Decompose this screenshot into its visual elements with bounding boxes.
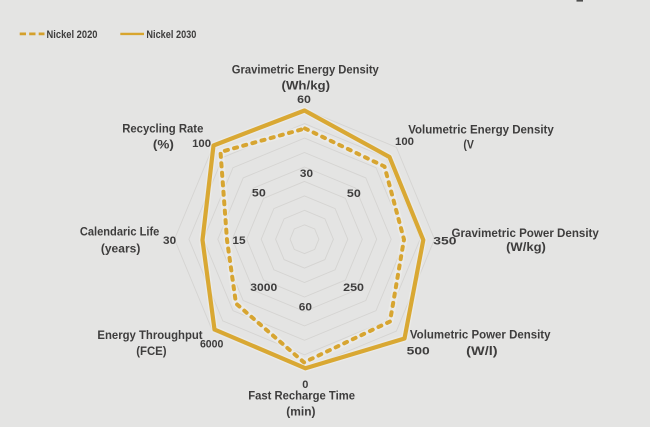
svg-text:350: 350 [433,236,456,248]
svg-text:(Wh/kg): (Wh/kg) [282,78,331,92]
svg-text:Nickel 2030: Nickel 2030 [146,29,196,41]
svg-text:100: 100 [395,136,414,148]
svg-text:Energy Throughput: Energy Throughput [97,328,202,342]
svg-text:250: 250 [343,282,364,294]
svg-text:(%): (%) [153,137,174,151]
svg-text:60: 60 [299,302,312,314]
svg-text:Gravimetric Energy Density: Gravimetric Energy Density [232,62,379,76]
svg-text:15: 15 [232,235,245,247]
svg-text:100: 100 [192,138,211,150]
svg-text:(years): (years) [101,241,141,255]
svg-text:50: 50 [347,188,361,200]
svg-text:Volumetric Power Density: Volumetric Power Density [410,328,551,342]
svg-text:50: 50 [252,187,266,199]
svg-text:Gravimetric Power Density: Gravimetric Power Density [452,226,600,240]
svg-text:Recycling Rate: Recycling Rate [122,121,203,135]
svg-text:Fast Recharge Time: Fast Recharge Time [248,388,355,402]
svg-text:0: 0 [302,379,308,391]
svg-text:Nickel 2020: Nickel 2020 [47,29,98,41]
svg-text:Calendaric Life: Calendaric Life [80,225,160,239]
svg-text:(FCE): (FCE) [136,344,166,358]
svg-text:6000: 6000 [200,338,224,350]
svg-text:(W/kg): (W/kg) [506,240,546,254]
svg-text:30: 30 [300,168,313,180]
svg-text:(min): (min) [286,405,315,419]
svg-text:3000: 3000 [250,282,277,294]
svg-text:60: 60 [297,94,311,106]
svg-text:500: 500 [407,346,430,358]
svg-text:(V: (V [463,138,474,152]
svg-text:30: 30 [163,235,176,247]
svg-text:Volumetric Energy Density: Volumetric Energy Density [408,123,554,137]
svg-text:(W/l): (W/l) [466,344,497,358]
